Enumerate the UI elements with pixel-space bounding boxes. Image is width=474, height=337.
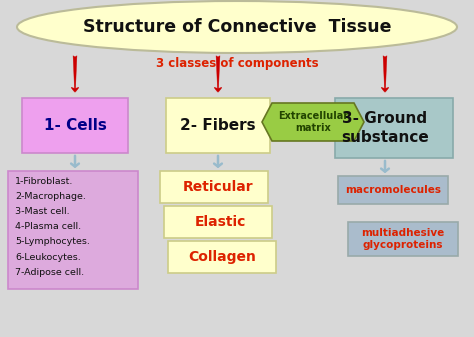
Text: macromolecules: macromolecules [345,185,441,195]
Text: 3-Mast cell.: 3-Mast cell. [15,207,70,216]
Bar [335,98,453,158]
Text: Structure of Connective  Tissue: Structure of Connective Tissue [83,18,391,36]
Text: 3- Ground
substance: 3- Ground substance [341,111,429,145]
Bar [166,98,270,153]
Text: 3 classes of components: 3 classes of components [155,57,319,69]
Text: multiadhesive
glycoproteins: multiadhesive glycoproteins [361,228,445,250]
Text: 7-Adipose cell.: 7-Adipose cell. [15,268,84,277]
Bar [8,171,138,289]
Text: 5-Lymphocytes.: 5-Lymphocytes. [15,237,90,246]
Bar [348,222,458,256]
Ellipse shape [17,1,457,53]
Text: Extracellular
matrix: Extracellular matrix [278,111,348,133]
Bar [22,98,128,153]
Text: Reticular: Reticular [182,180,253,194]
Text: 2-Macrophage.: 2-Macrophage. [15,192,86,201]
Text: 1-Fibroblast.: 1-Fibroblast. [15,177,73,185]
Bar [168,241,276,273]
Bar [338,176,448,204]
Bar [164,206,272,238]
Text: Elastic: Elastic [194,215,246,229]
Bar [160,171,268,203]
Text: 2- Fibers: 2- Fibers [180,118,256,133]
Text: Collagen: Collagen [188,250,256,264]
Text: 6-Leukocytes.: 6-Leukocytes. [15,252,81,262]
Text: 1- Cells: 1- Cells [44,118,107,133]
Polygon shape [262,103,364,141]
Text: 4-Plasma cell.: 4-Plasma cell. [15,222,81,231]
